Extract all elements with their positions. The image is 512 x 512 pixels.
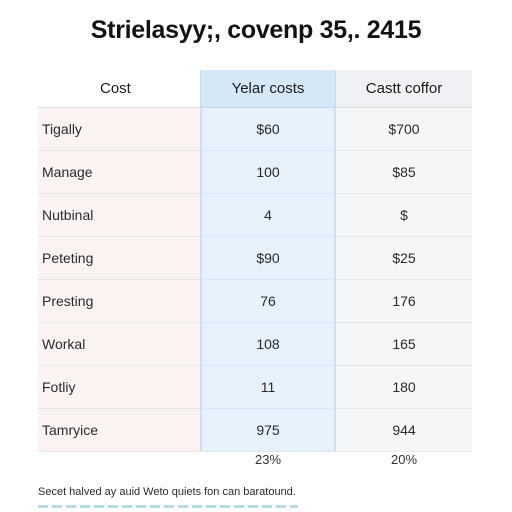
cost-coffor-total: 20% xyxy=(390,452,418,467)
row-label: Manage xyxy=(38,151,200,194)
yearly-cost-value: 11 xyxy=(200,366,336,409)
totals-row: 23% 20% xyxy=(200,452,472,467)
yearly-cost-value: 4 xyxy=(200,194,336,237)
decorative-divider xyxy=(38,505,298,508)
row-label: Tigally xyxy=(38,108,200,151)
yearly-cost-value: 76 xyxy=(200,280,336,323)
yearly-cost-value: 975 xyxy=(200,409,336,452)
cost-coffor-value: 165 xyxy=(336,323,472,366)
table-row: Fotliy 11 180 xyxy=(38,366,472,409)
row-label: Presting xyxy=(38,280,200,323)
page-title: Strielasyy;, covenp 35,. 2415 xyxy=(90,16,422,44)
column-header-cost: Cost xyxy=(38,70,200,108)
cost-table: Cost Yelar costs Castt coffor Tigally $6… xyxy=(38,70,472,452)
yearly-cost-value: 100 xyxy=(200,151,336,194)
table-row: Presting 76 176 xyxy=(38,280,472,323)
table-row: Peteting $90 $25 xyxy=(38,237,472,280)
cost-coffor-value: $700 xyxy=(336,108,472,151)
column-header-cost-coffor: Castt coffor xyxy=(336,70,472,108)
table-header-row: Cost Yelar costs Castt coffor xyxy=(38,70,472,108)
row-label: Fotliy xyxy=(38,366,200,409)
yearly-cost-value: 108 xyxy=(200,323,336,366)
yearly-cost-total: 23% xyxy=(254,452,282,467)
row-label: Nutbinal xyxy=(38,194,200,237)
cost-coffor-value: 180 xyxy=(336,366,472,409)
row-label: Peteting xyxy=(38,237,200,280)
row-label: Workal xyxy=(38,323,200,366)
cost-coffor-value: 944 xyxy=(336,409,472,452)
table-row: Manage 100 $85 xyxy=(38,151,472,194)
table-row: Tamryice 975 944 xyxy=(38,409,472,452)
column-header-yearly-costs: Yelar costs xyxy=(200,70,336,108)
cost-coffor-value: $ xyxy=(336,194,472,237)
cost-coffor-value: $85 xyxy=(336,151,472,194)
yearly-cost-value: $90 xyxy=(200,237,336,280)
yearly-cost-value: $60 xyxy=(200,108,336,151)
cost-coffor-value: $25 xyxy=(336,237,472,280)
table-row: Nutbinal 4 $ xyxy=(38,194,472,237)
table-row: Tigally $60 $700 xyxy=(38,108,472,151)
footnote: Secet halved ay auid Weto quiets fon can… xyxy=(38,486,296,498)
cost-coffor-value: 176 xyxy=(336,280,472,323)
row-label: Tamryice xyxy=(38,409,200,452)
table-row: Workal 108 165 xyxy=(38,323,472,366)
